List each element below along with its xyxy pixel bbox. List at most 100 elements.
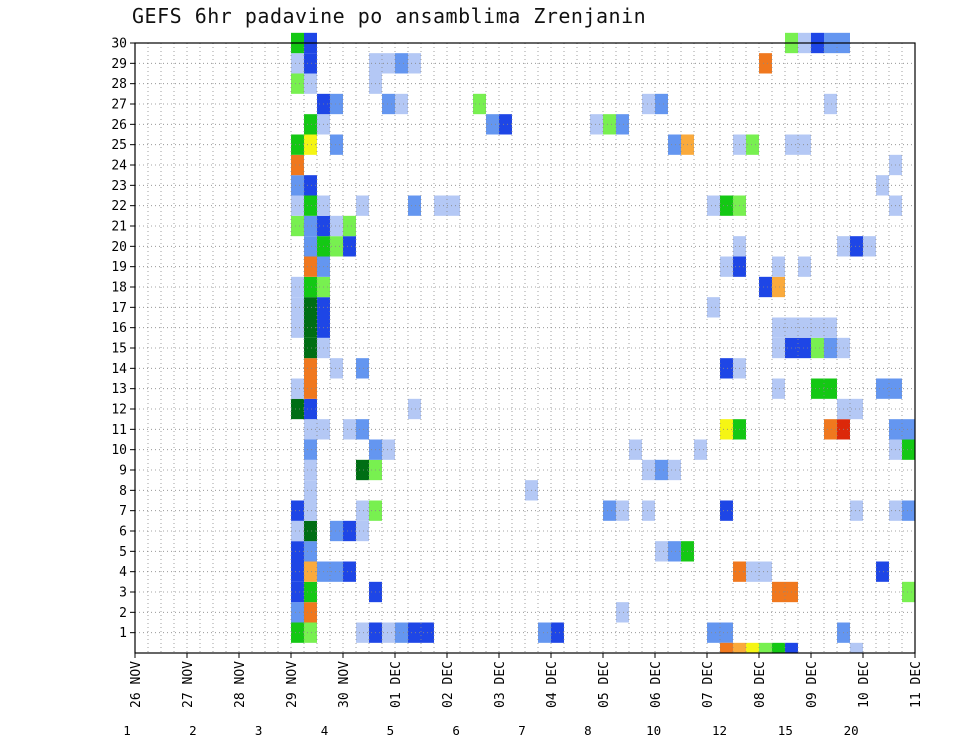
cells-layer xyxy=(291,32,915,653)
precip-cell xyxy=(356,459,369,481)
precip-cell xyxy=(395,53,408,74)
precip-cell xyxy=(759,276,772,298)
y-tick-label: 3 xyxy=(119,586,127,601)
precip-cell xyxy=(291,215,304,237)
legend-label: 8 xyxy=(584,723,592,738)
precip-cell xyxy=(798,256,811,277)
y-tick-label: 27 xyxy=(111,98,127,113)
y-tick-label: 19 xyxy=(111,260,127,275)
x-tick-label: 07 DEC xyxy=(701,661,716,708)
y-tick-label: 12 xyxy=(111,403,127,418)
precip-cell xyxy=(304,581,317,603)
precip-cell xyxy=(720,622,733,643)
precip-cell xyxy=(291,154,304,176)
precip-cell xyxy=(811,337,824,359)
precip-cell xyxy=(733,642,746,653)
precip-cell xyxy=(707,622,720,643)
precip-cell xyxy=(304,378,317,399)
precip-cell xyxy=(343,419,356,440)
precip-cell xyxy=(330,93,343,115)
precip-cell xyxy=(304,134,317,155)
y-tick-label: 1 xyxy=(119,626,127,641)
precip-cell xyxy=(720,195,733,216)
legend-label: 4 xyxy=(321,723,329,738)
precip-cell xyxy=(902,439,915,460)
precip-cell xyxy=(304,276,317,298)
precip-cell xyxy=(876,175,889,196)
precip-cell xyxy=(902,419,915,440)
x-ticks: 26 NOV 27 NOV 28 NOV 29 NOV 30 NOV 01 DEC 02 D… xyxy=(129,653,924,708)
y-tick-label: 26 xyxy=(111,118,127,133)
precip-cell xyxy=(382,93,395,115)
precip-cell xyxy=(356,358,369,379)
x-tick-label: 05 DEC xyxy=(597,661,612,708)
x-tick-label: 27 NOV xyxy=(181,661,196,708)
x-tick-label: 10 DEC xyxy=(857,661,872,708)
legend-label: 6 xyxy=(452,723,460,738)
precip-cell xyxy=(850,500,863,521)
precip-cell xyxy=(616,114,629,135)
precip-cell xyxy=(343,236,356,257)
precip-cell xyxy=(811,317,824,338)
precip-cell xyxy=(876,378,889,399)
precip-cell xyxy=(824,337,837,359)
precip-cell xyxy=(668,541,681,562)
precip-cell xyxy=(356,500,369,521)
precip-cell xyxy=(304,459,317,481)
precip-cell xyxy=(772,337,785,359)
x-tick-label: 28 NOV xyxy=(233,661,248,708)
y-tick-label: 29 xyxy=(111,57,127,72)
precip-cell xyxy=(798,337,811,359)
precip-cell xyxy=(720,500,733,521)
precip-cell xyxy=(304,317,317,338)
y-tick-label: 14 xyxy=(111,362,127,377)
precip-cell xyxy=(486,114,499,135)
precip-cell xyxy=(304,53,317,74)
precip-cell xyxy=(291,53,304,74)
precip-cell xyxy=(772,642,785,653)
precip-cell xyxy=(668,459,681,481)
precip-cell xyxy=(408,195,421,216)
precip-cell xyxy=(434,195,447,216)
precip-cell xyxy=(408,622,421,643)
precip-cell xyxy=(551,622,564,643)
precip-cell xyxy=(408,398,421,420)
precip-cell xyxy=(304,541,317,562)
precip-cell xyxy=(356,419,369,440)
precip-cell xyxy=(850,236,863,257)
precip-cell xyxy=(772,581,785,603)
precip-cell xyxy=(616,500,629,521)
y-tick-label: 17 xyxy=(111,301,127,316)
precip-cell xyxy=(304,297,317,318)
y-tick-label: 23 xyxy=(111,179,127,194)
precip-cell xyxy=(291,561,304,582)
precip-cell xyxy=(603,114,616,135)
precip-cell xyxy=(291,317,304,338)
precip-cell xyxy=(356,195,369,216)
y-tick-label: 18 xyxy=(111,281,127,296)
precip-cell xyxy=(746,134,759,155)
precip-cell xyxy=(330,520,343,542)
precip-cell xyxy=(304,358,317,379)
precip-cell xyxy=(655,459,668,481)
precip-cell xyxy=(772,256,785,277)
color-legend: 1 2 3 4 5 6 7 8 10 12 15 20 xyxy=(123,723,858,738)
precip-cell xyxy=(291,541,304,562)
precip-cell xyxy=(291,297,304,318)
y-ticks: 1234567891011121314151617181920212223242… xyxy=(111,37,135,641)
precip-cell xyxy=(304,114,317,135)
x-tick-label: 06 DEC xyxy=(649,661,664,708)
precip-cell xyxy=(902,581,915,603)
y-tick-label: 2 xyxy=(119,606,127,621)
precip-cell xyxy=(720,358,733,379)
precip-cell xyxy=(642,500,655,521)
precip-cell xyxy=(759,53,772,74)
precip-cell xyxy=(876,561,889,582)
x-tick-label: 11 DEC xyxy=(909,661,924,708)
precip-cell xyxy=(291,581,304,603)
y-tick-label: 21 xyxy=(111,220,127,235)
y-tick-label: 30 xyxy=(111,37,127,52)
precip-cell xyxy=(291,134,304,155)
precip-cell xyxy=(304,419,317,440)
